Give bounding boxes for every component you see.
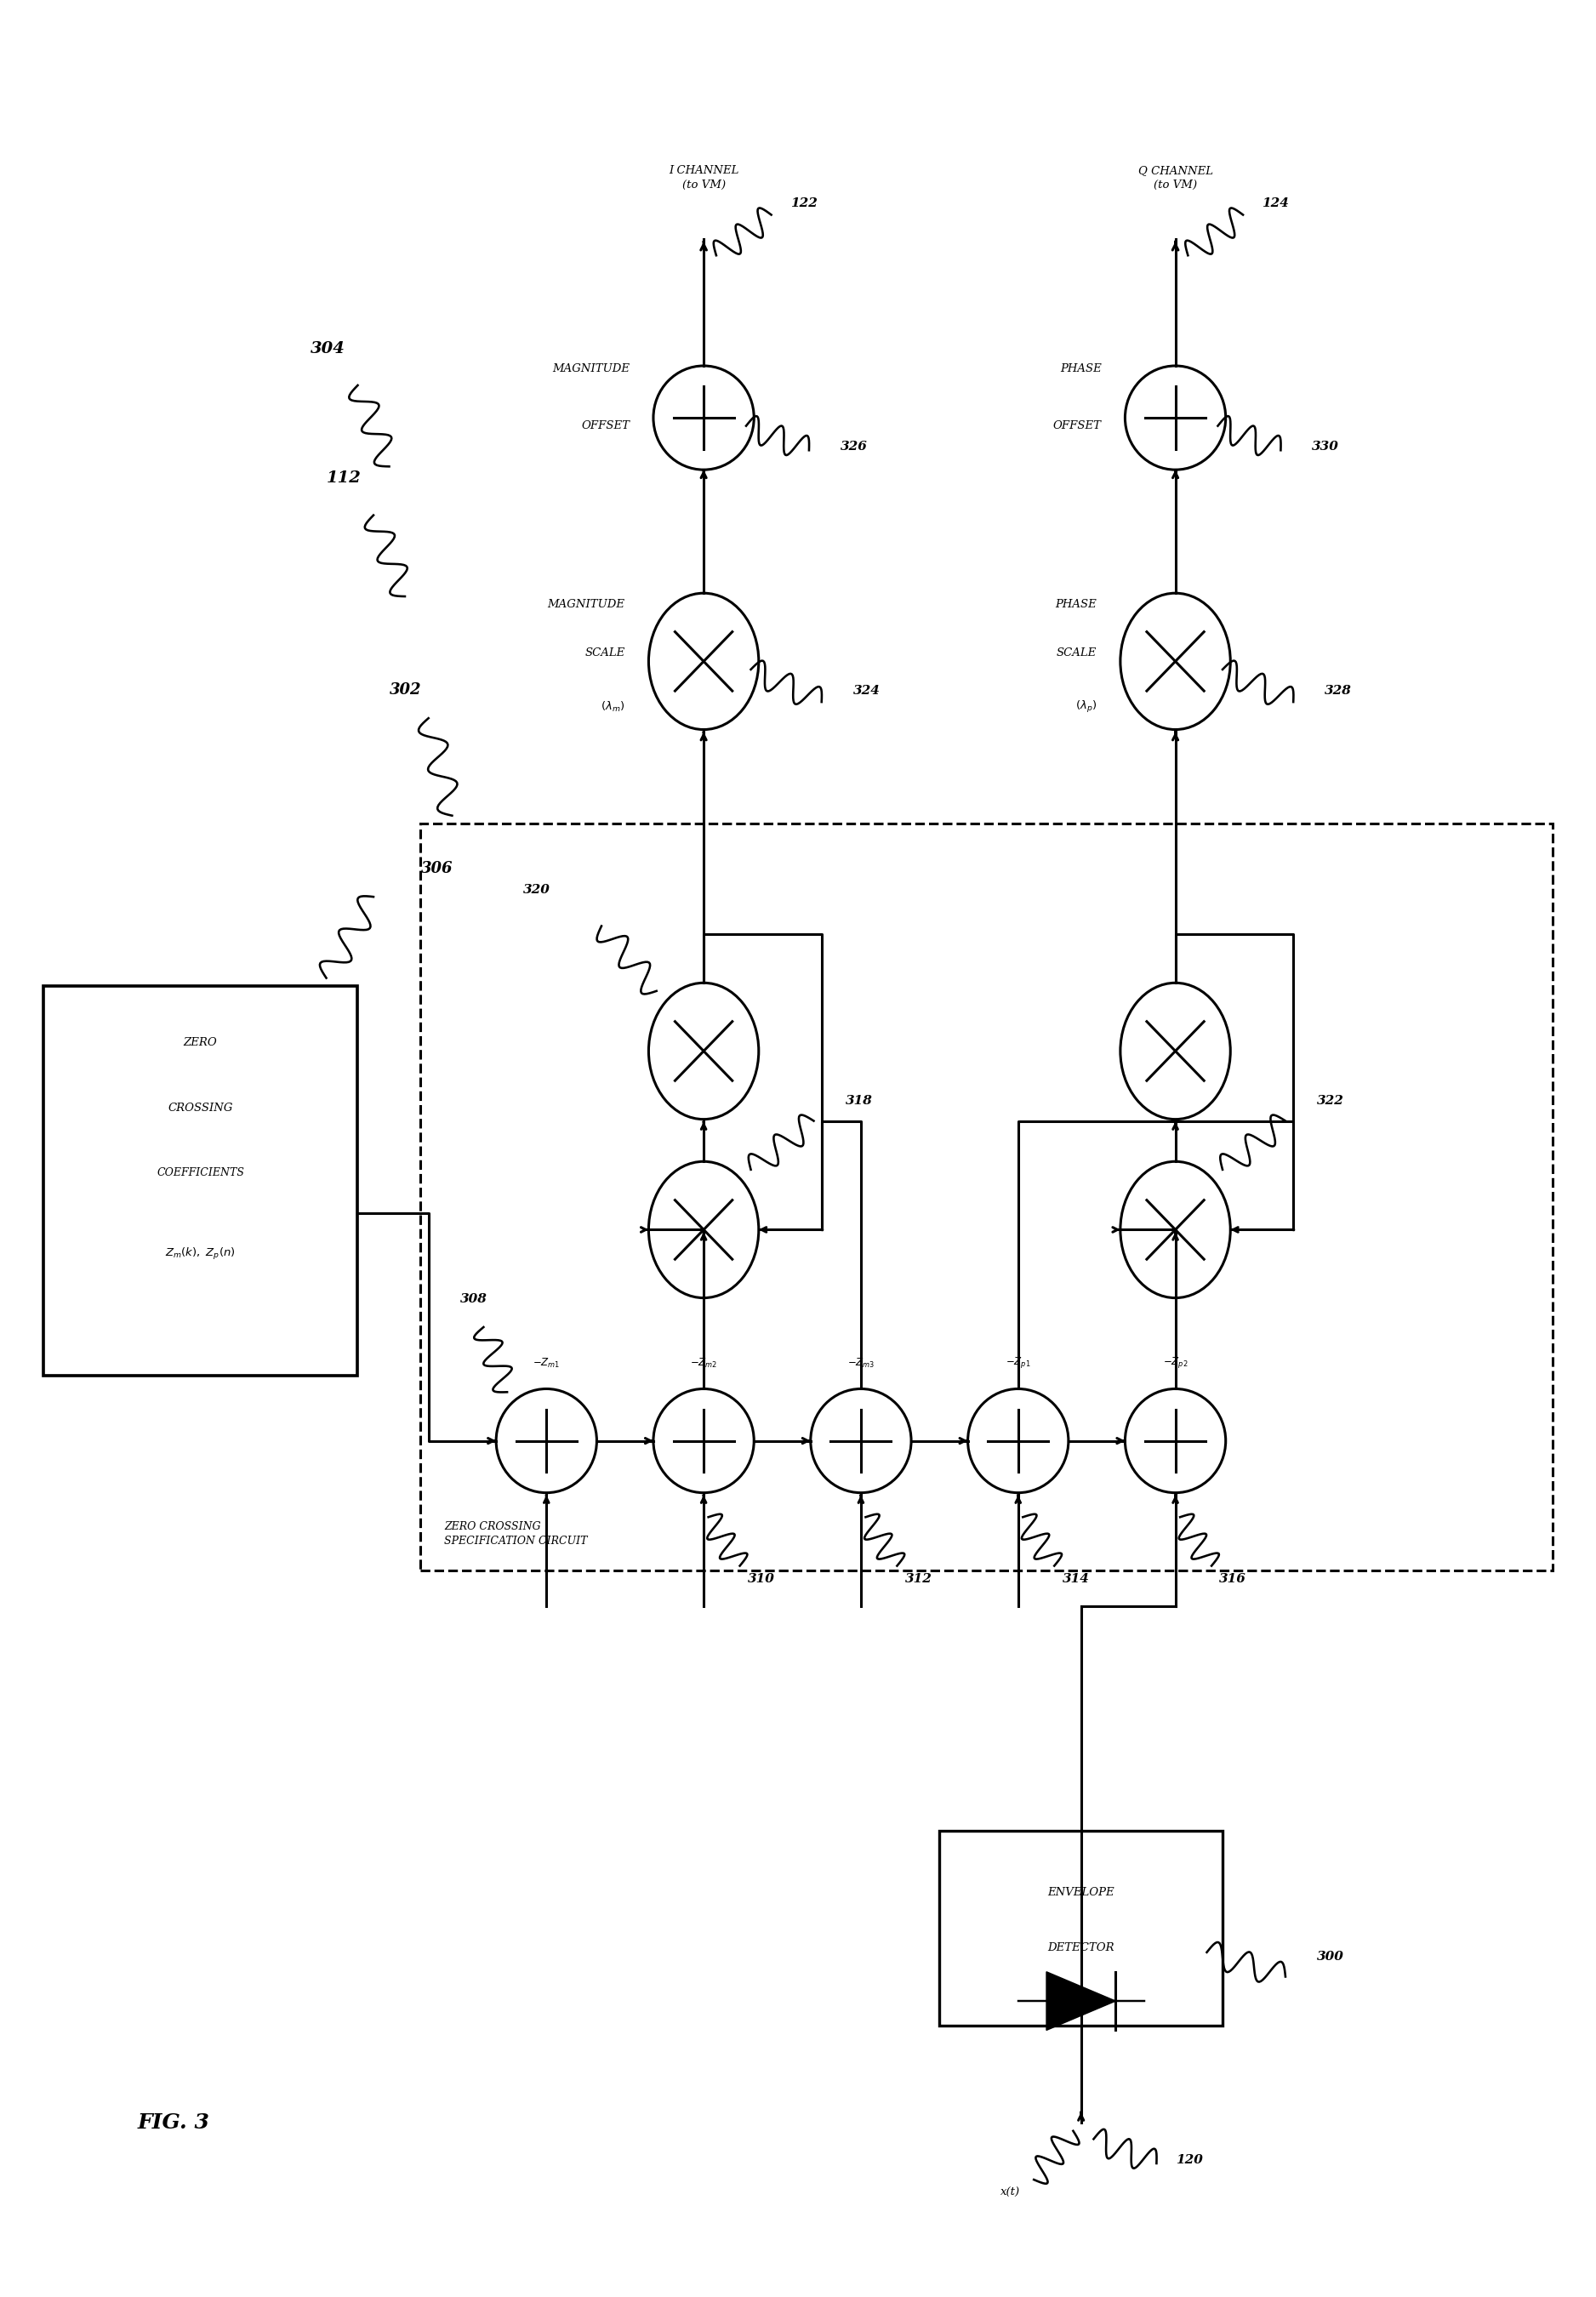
Text: $(\lambda_p)$: $(\lambda_p)$ xyxy=(1076,698,1096,714)
Bar xyxy=(421,825,1553,1571)
Text: ZERO: ZERO xyxy=(184,1038,217,1047)
Text: 318: 318 xyxy=(846,1096,873,1107)
Text: SCALE: SCALE xyxy=(584,648,626,659)
Text: 322: 322 xyxy=(1317,1096,1344,1107)
Text: 302: 302 xyxy=(389,682,421,698)
Text: 308: 308 xyxy=(460,1293,487,1305)
Text: $-Z_{m2}$: $-Z_{m2}$ xyxy=(689,1358,718,1369)
Text: 326: 326 xyxy=(841,441,868,453)
Text: 316: 316 xyxy=(1219,1573,1246,1585)
Text: 300: 300 xyxy=(1317,1950,1344,1964)
Text: x(t): x(t) xyxy=(1001,2187,1020,2198)
Text: 310: 310 xyxy=(747,1573,774,1585)
Text: DETECTOR: DETECTOR xyxy=(1047,1941,1114,1952)
Text: 306: 306 xyxy=(421,861,453,875)
Text: OFFSET: OFFSET xyxy=(1053,420,1101,432)
Text: $-Z_{p1}$: $-Z_{p1}$ xyxy=(1005,1355,1031,1369)
Bar xyxy=(43,985,358,1376)
Text: ENVELOPE: ENVELOPE xyxy=(1047,1886,1114,1897)
Text: 312: 312 xyxy=(905,1573,932,1585)
Text: PHASE: PHASE xyxy=(1060,363,1101,374)
Text: 330: 330 xyxy=(1312,441,1339,453)
Text: I CHANNEL
(to VM): I CHANNEL (to VM) xyxy=(669,165,739,191)
Text: SCALE: SCALE xyxy=(1057,648,1096,659)
Text: 112: 112 xyxy=(326,471,361,487)
Text: 314: 314 xyxy=(1063,1573,1090,1585)
Bar xyxy=(940,1831,1223,2026)
Text: Q CHANNEL
(to VM): Q CHANNEL (to VM) xyxy=(1138,165,1213,191)
Text: 122: 122 xyxy=(790,198,817,209)
Text: FIG. 3: FIG. 3 xyxy=(137,2113,209,2134)
Text: COEFFICIENTS: COEFFICIENTS xyxy=(156,1167,244,1178)
Text: $Z_m(k),\ Z_p(n)$: $Z_m(k),\ Z_p(n)$ xyxy=(166,1247,236,1261)
Text: MAGNITUDE: MAGNITUDE xyxy=(547,600,626,611)
Text: 320: 320 xyxy=(523,884,551,896)
Text: $-Z_{p2}$: $-Z_{p2}$ xyxy=(1163,1355,1187,1369)
Text: 324: 324 xyxy=(852,685,879,696)
Text: CROSSING: CROSSING xyxy=(168,1103,233,1114)
Text: 304: 304 xyxy=(311,340,345,356)
Text: OFFSET: OFFSET xyxy=(581,420,630,432)
Polygon shape xyxy=(1047,1971,1116,2031)
Text: $-Z_{m1}$: $-Z_{m1}$ xyxy=(533,1358,560,1369)
Text: 124: 124 xyxy=(1262,198,1290,209)
Text: 120: 120 xyxy=(1175,2155,1202,2166)
Text: PHASE: PHASE xyxy=(1055,600,1096,611)
Text: $-Z_{m3}$: $-Z_{m3}$ xyxy=(847,1358,875,1369)
Text: $(\lambda_m)$: $(\lambda_m)$ xyxy=(600,701,626,714)
Text: MAGNITUDE: MAGNITUDE xyxy=(552,363,630,374)
Text: 328: 328 xyxy=(1325,685,1352,696)
Text: ZERO CROSSING
SPECIFICATION CIRCUIT: ZERO CROSSING SPECIFICATION CIRCUIT xyxy=(444,1521,587,1546)
